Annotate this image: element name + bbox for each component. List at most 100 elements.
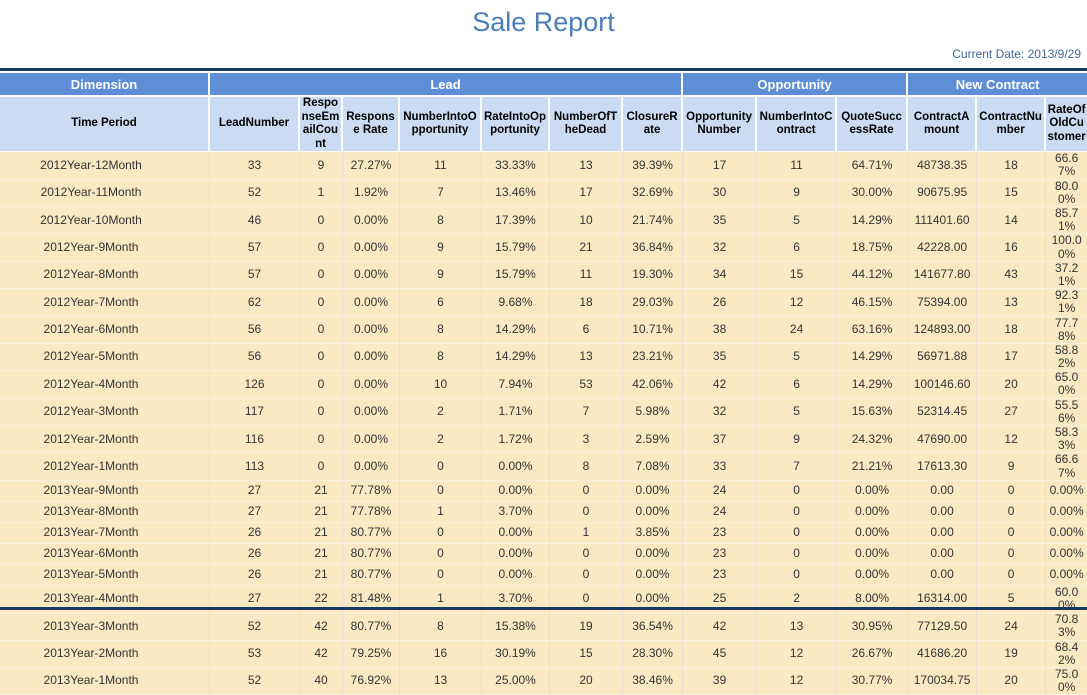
value-cell: 13.46%	[482, 179, 550, 207]
value-cell: 58.33%	[1046, 426, 1087, 454]
time-period-cell: 2013Year-3Month	[0, 613, 210, 641]
value-cell: 10.71%	[623, 316, 684, 344]
value-cell: 42.06%	[623, 371, 684, 399]
column-header-numberintoopportunity: NumberIntoOpportunity	[400, 97, 482, 153]
table-bottom-border	[0, 607, 1087, 610]
value-cell: 28.30%	[623, 640, 684, 668]
value-cell: 45	[683, 640, 758, 668]
value-cell: 0.00%	[623, 543, 684, 565]
value-cell: 26	[210, 543, 300, 565]
value-cell: 42	[683, 613, 758, 641]
value-cell: 9.68%	[482, 289, 550, 317]
value-cell: 1.71%	[482, 398, 550, 426]
value-cell: 10	[400, 371, 482, 399]
value-cell: 0.00%	[1046, 543, 1087, 565]
value-cell: 18	[550, 289, 623, 317]
value-cell: 170034.75	[908, 667, 978, 695]
value-cell: 0	[400, 453, 482, 481]
value-cell: 100146.60	[908, 371, 978, 399]
time-period-cell: 2012Year-11Month	[0, 179, 210, 207]
value-cell: 24	[683, 480, 758, 502]
value-cell: 27	[210, 480, 300, 502]
value-cell: 53	[550, 371, 623, 399]
value-cell: 30.95%	[837, 613, 909, 641]
value-cell: 52	[210, 667, 300, 695]
value-cell: 0.00%	[482, 453, 550, 481]
value-cell: 0.00%	[343, 453, 400, 481]
value-cell: 21	[300, 543, 343, 565]
value-cell: 57	[210, 261, 300, 290]
value-cell: 7	[550, 398, 623, 426]
value-cell: 27.27%	[343, 152, 400, 180]
table-row: 2012Year-10Month 46 0 0.00% 8 17.39% 10 21.74% 3…	[0, 207, 1087, 235]
value-cell: 1.72%	[482, 426, 550, 454]
column-header-numberintocontract: NumberIntoContract	[757, 97, 838, 153]
value-cell: 0	[977, 480, 1047, 502]
value-cell: 23	[683, 543, 758, 565]
value-cell: 0	[757, 501, 838, 523]
value-cell: 1	[400, 501, 482, 523]
value-cell: 9	[757, 426, 838, 454]
value-cell: 6	[757, 371, 838, 399]
group-header-new-contract: New Contract	[908, 73, 1087, 97]
column-header-rateintoopportunity: RateIntoOpportunity	[482, 97, 550, 153]
value-cell: 0.00	[908, 543, 978, 565]
value-cell: 33.33%	[482, 152, 550, 180]
current-date-label: Current Date:	[952, 47, 1025, 61]
time-period-cell: 2012Year-5Month	[0, 343, 210, 372]
time-period-cell: 2012Year-12Month	[0, 152, 210, 180]
value-cell: 0.00%	[837, 501, 909, 523]
value-cell: 100.00%	[1046, 234, 1087, 262]
time-period-cell: 2012Year-7Month	[0, 289, 210, 317]
value-cell: 64.71%	[837, 152, 909, 180]
value-cell: 0.00%	[1046, 501, 1087, 523]
page-title: Sale Report	[472, 7, 615, 37]
value-cell: 21.74%	[623, 207, 684, 235]
value-cell: 30.19%	[482, 640, 550, 668]
time-period-cell: 2012Year-2Month	[0, 426, 210, 454]
value-cell: 27	[210, 501, 300, 523]
time-period-cell: 2012Year-10Month	[0, 207, 210, 235]
value-cell: 0.00%	[482, 480, 550, 502]
value-cell: 37	[683, 426, 758, 454]
value-cell: 39	[683, 667, 758, 695]
value-cell: 2	[400, 426, 482, 454]
value-cell: 15.63%	[837, 398, 909, 426]
column-header-closurerate: ClosureRate	[623, 97, 684, 153]
value-cell: 0	[977, 564, 1047, 586]
table-row: 2012Year-7Month 62 0 0.00% 6 9.68% 18 29.03% 26 1…	[0, 289, 1087, 317]
value-cell: 13	[550, 343, 623, 372]
value-cell: 14.29%	[837, 343, 909, 372]
value-cell: 0	[757, 522, 838, 544]
value-cell: 18	[977, 152, 1047, 180]
value-cell: 38.46%	[623, 667, 684, 695]
value-cell: 6	[757, 234, 838, 262]
table-row: 2013Year-9Month 27 21 77.78% 0 0.00% 0 0.00% 24 0…	[0, 480, 1087, 502]
value-cell: 53	[210, 640, 300, 668]
value-cell: 24	[683, 501, 758, 523]
value-cell: 32	[683, 234, 758, 262]
group-header-row: Dimension Lead Opportunity New Contract	[0, 73, 1087, 97]
value-cell: 26	[210, 564, 300, 586]
value-cell: 48738.35	[908, 152, 978, 180]
value-cell: 40	[300, 667, 343, 695]
value-cell: 46.15%	[837, 289, 909, 317]
value-cell: 0.00%	[343, 371, 400, 399]
value-cell: 15	[550, 640, 623, 668]
column-header-numberofthedead: NumberOfTheDead	[550, 97, 623, 153]
value-cell: 44.12%	[837, 261, 909, 290]
value-cell: 26	[683, 289, 758, 317]
value-cell: 0	[400, 543, 482, 565]
value-cell: 26.67%	[837, 640, 909, 668]
table-row: 2012Year-1Month 113 0 0.00% 0 0.00% 8 7.08% 33 7 2…	[0, 453, 1087, 481]
value-cell: 0	[300, 453, 343, 481]
value-cell: 14.29%	[482, 343, 550, 372]
value-cell: 0.00%	[343, 343, 400, 372]
column-header-opportunity-number: Opportunity Number	[683, 97, 758, 153]
value-cell: 0.00	[908, 480, 978, 502]
value-cell: 23	[683, 564, 758, 586]
value-cell: 16	[977, 234, 1047, 262]
value-cell: 42228.00	[908, 234, 978, 262]
column-header-leadnumber: LeadNumber	[210, 97, 300, 153]
value-cell: 30.00%	[837, 179, 909, 207]
